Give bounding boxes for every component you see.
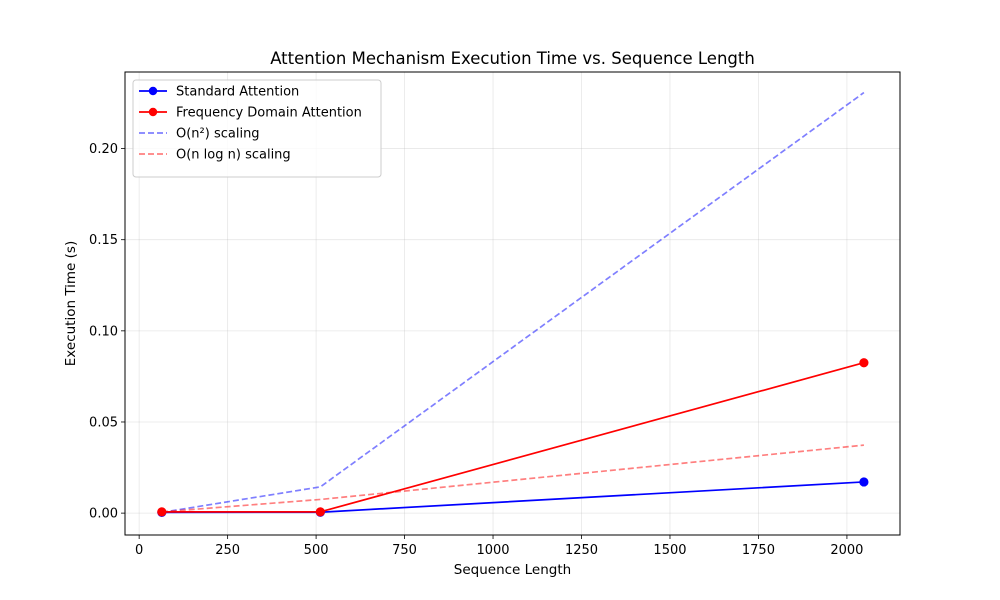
x-tick-label: 1750 — [742, 543, 775, 558]
series-layer — [157, 91, 869, 517]
data-point — [859, 358, 869, 368]
legend-frame — [132, 79, 382, 178]
data-point — [859, 477, 869, 487]
x-tick-label: 2000 — [830, 543, 863, 558]
legend-label: O(n²) scaling — [176, 127, 260, 142]
x-tick-label: 1500 — [653, 543, 686, 558]
series-line — [161, 91, 865, 514]
y-tick-label: 0.00 — [89, 507, 118, 522]
x-tick-label: 750 — [392, 543, 417, 558]
y-tick-label: 0.05 — [89, 415, 118, 430]
legend: Standard Attention Frequency Domain Atten… — [132, 79, 382, 178]
data-point — [315, 507, 325, 517]
legend-item: Standard Attention — [139, 85, 299, 100]
plot-area-frame — [124, 71, 901, 536]
series-o-n-log-n-scaling — [161, 444, 864, 513]
y-tick-label: 0.10 — [89, 324, 118, 339]
series-line — [161, 444, 864, 513]
x-tick-label: 1250 — [565, 543, 598, 558]
legend-item: Frequency Domain Attention — [139, 106, 362, 121]
legend-label: Frequency Domain Attention — [176, 106, 362, 121]
y-tick-label: 0.20 — [89, 142, 118, 157]
x-axis-title: Sequence Length — [454, 562, 571, 578]
legend-swatch-marker — [148, 107, 158, 117]
x-tick-label: 0 — [135, 543, 143, 558]
x-tick-label: 250 — [215, 543, 240, 558]
legend-label: O(n log n) scaling — [176, 148, 291, 163]
ticks-layer: 0 250 500 750 1000 1250 1500 1750 2000 0.00 0.05 0.… — [89, 142, 863, 558]
legend-item: O(n log n) scaling — [139, 148, 291, 163]
y-tick-label: 0.15 — [89, 233, 118, 248]
x-tick-label: 1000 — [476, 543, 509, 558]
legend-swatch-marker — [148, 86, 158, 96]
data-point — [157, 507, 167, 517]
chart-title: Attention Mechanism Execution Time vs. S… — [270, 49, 755, 68]
x-tick-label: 500 — [304, 543, 329, 558]
series-frequency-domain-attention — [157, 358, 869, 517]
y-axis-title: Execution Time (s) — [63, 241, 79, 366]
legend-label: Standard Attention — [176, 85, 299, 100]
series-o-n-scaling — [161, 91, 865, 514]
legend-item: O(n²) scaling — [139, 127, 260, 142]
